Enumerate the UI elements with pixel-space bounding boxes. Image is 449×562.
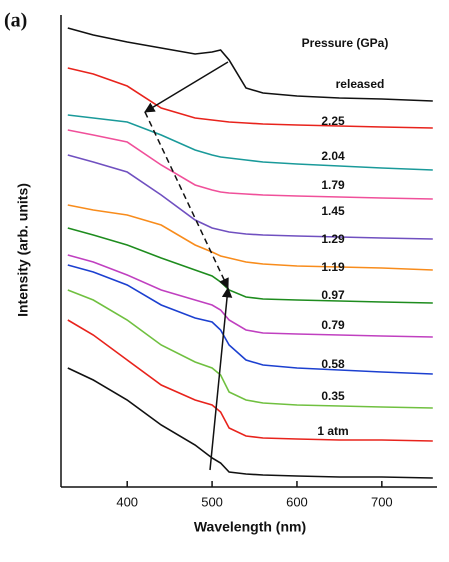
y-axis-label: Intensity (arb. units) [15,183,31,317]
series-label: 1.45 [321,204,345,218]
series-label: 2.04 [321,149,345,163]
arrow [209,286,233,471]
series-line [67,319,433,442]
series-line [67,154,433,240]
series-line [67,264,433,375]
series-line [67,114,433,171]
series-line [67,204,433,271]
legend-title: Pressure (GPa) [302,36,389,50]
series-label: 1.79 [321,178,345,192]
series-line [67,27,433,102]
series-label: 1 atm [317,424,348,438]
series-label: 0.79 [321,318,345,332]
x-tick-label: 600 [286,494,308,509]
series-label: 0.58 [321,357,345,371]
series-label: released [336,77,385,91]
series-label: 1.29 [321,232,345,246]
series-line [67,289,433,409]
series-line [67,367,433,479]
series-line [67,227,433,304]
x-tick-label: 700 [371,494,393,509]
arrow [144,61,229,113]
dashed-arrow [144,111,229,289]
series-label: 1.19 [321,260,345,274]
series-line [67,67,433,129]
x-tick-label: 500 [201,494,223,509]
series-label: 0.97 [321,288,345,302]
series-line [67,129,433,200]
series-label: 2.25 [321,114,345,128]
x-tick-label: 400 [116,494,138,509]
panel-label: (a) [4,10,27,32]
series-label: 0.35 [321,389,345,403]
x-axis-label: Wavelength (nm) [194,519,306,535]
